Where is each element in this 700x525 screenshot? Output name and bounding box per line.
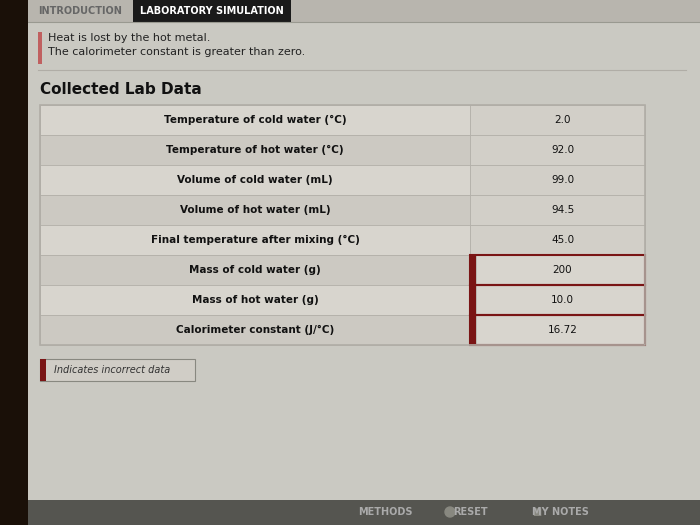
Bar [40, 105, 645, 345]
Text: METHODS: METHODS [358, 507, 412, 517]
Text: Heat is lost by the hot metal.: Heat is lost by the hot metal. [48, 33, 211, 43]
Bar [40, 165, 470, 195]
Text: 200: 200 [553, 265, 573, 275]
Bar [470, 285, 476, 315]
Text: Collected Lab Data: Collected Lab Data [40, 82, 202, 98]
Bar [470, 165, 645, 195]
Bar [470, 285, 645, 315]
Bar [28, 0, 133, 22]
Text: 16.72: 16.72 [547, 325, 577, 335]
Bar [40, 225, 470, 255]
Text: RESET: RESET [453, 507, 487, 517]
Bar [40, 105, 470, 135]
Bar [476, 255, 645, 285]
Bar [470, 315, 476, 345]
Bar [40, 359, 46, 381]
Text: Mass of cold water (g): Mass of cold water (g) [189, 265, 321, 275]
Bar [476, 285, 645, 315]
Text: Indicates incorrect data: Indicates incorrect data [54, 365, 170, 375]
Text: 2.0: 2.0 [554, 115, 570, 125]
Text: Temperature of hot water (°C): Temperature of hot water (°C) [166, 145, 344, 155]
Bar [40, 255, 470, 285]
Text: Final temperature after mixing (°C): Final temperature after mixing (°C) [150, 235, 359, 245]
Bar [38, 32, 42, 64]
Bar [0, 0, 28, 525]
Bar [40, 285, 470, 315]
Bar [470, 195, 645, 225]
Text: The calorimeter constant is greater than zero.: The calorimeter constant is greater than… [48, 47, 305, 57]
Bar [40, 135, 470, 165]
Text: Calorimeter constant (J/°C): Calorimeter constant (J/°C) [176, 325, 334, 335]
Bar [470, 255, 645, 285]
Bar [470, 135, 645, 165]
Text: Temperature of cold water (°C): Temperature of cold water (°C) [164, 115, 346, 125]
Text: Volume of hot water (mL): Volume of hot water (mL) [180, 205, 330, 215]
Text: INTRODUCTION: INTRODUCTION [38, 6, 122, 16]
Text: MY NOTES: MY NOTES [531, 507, 589, 517]
Circle shape [445, 507, 455, 517]
Text: 99.0: 99.0 [551, 175, 574, 185]
Text: 10.0: 10.0 [551, 295, 574, 305]
Text: Volume of cold water (mL): Volume of cold water (mL) [177, 175, 332, 185]
Bar [0, 500, 700, 525]
Bar [133, 0, 291, 22]
Bar [470, 225, 645, 255]
Bar [40, 359, 195, 381]
Text: LABORATORY SIMULATION: LABORATORY SIMULATION [140, 6, 284, 16]
Text: ■: ■ [533, 507, 542, 517]
Text: 94.5: 94.5 [551, 205, 574, 215]
Bar [28, 0, 700, 22]
Bar [470, 315, 645, 345]
Text: 45.0: 45.0 [551, 235, 574, 245]
Bar [40, 195, 470, 225]
Bar [470, 105, 645, 135]
Bar [470, 255, 476, 285]
Bar [476, 315, 645, 345]
Text: Mass of hot water (g): Mass of hot water (g) [192, 295, 318, 305]
Bar [40, 315, 470, 345]
Text: 92.0: 92.0 [551, 145, 574, 155]
